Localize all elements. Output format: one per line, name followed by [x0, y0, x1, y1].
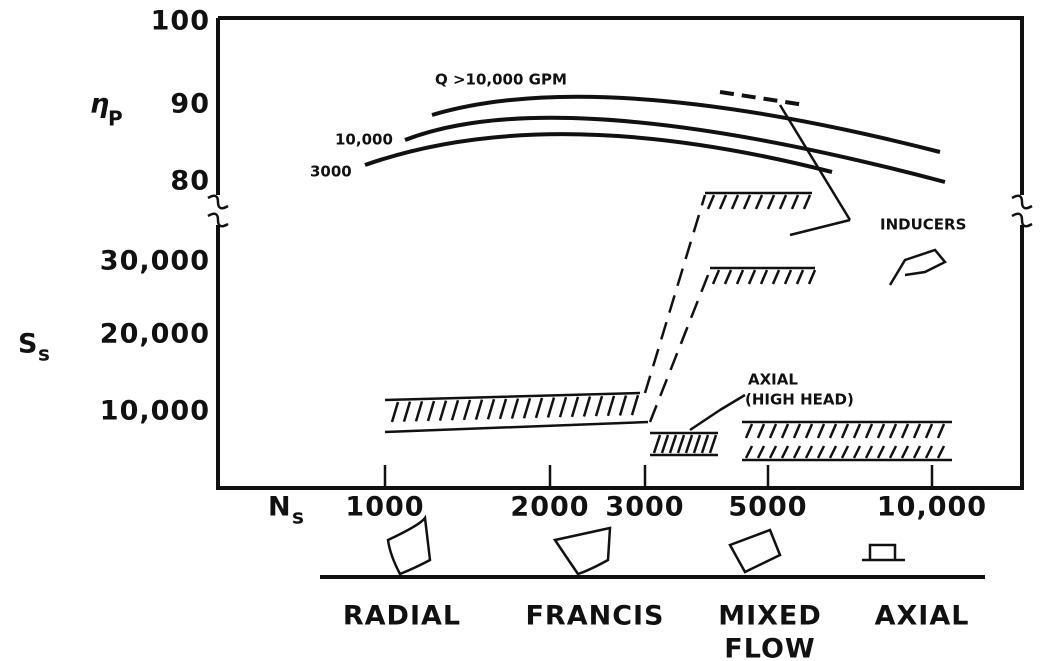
- ns-tick: 1000: [345, 492, 424, 523]
- ns-tick: 3000: [605, 492, 684, 523]
- ns-sub: s: [292, 505, 304, 529]
- hatch: [713, 270, 815, 284]
- annotation: AXIAL: [748, 371, 798, 389]
- ss-sub: s: [38, 342, 50, 366]
- curve-label: Q >10,000 GPM: [435, 71, 567, 89]
- type-label: AXIAL: [875, 601, 970, 632]
- type-label: FRANCIS: [525, 601, 664, 632]
- curve-label: 10,000: [335, 131, 393, 149]
- figure: 100 90 80 30,000 20,000 10,000 η P S s N…: [0, 0, 1042, 661]
- ss-tick: 30,000: [100, 246, 210, 277]
- ns-tick: 2000: [510, 492, 589, 523]
- ns-tick: 10,000: [877, 492, 987, 523]
- hatch: [746, 424, 944, 438]
- type-label: RADIAL: [343, 601, 461, 632]
- ss-tick: 20,000: [100, 319, 210, 350]
- curve-label: 3000: [310, 163, 352, 181]
- hatch: [746, 446, 944, 458]
- eta-sub: P: [108, 107, 123, 131]
- eta-tick: 80: [170, 166, 210, 197]
- ns-tick: 5000: [728, 492, 807, 523]
- eta-tick: 90: [170, 89, 210, 120]
- ss-tick: 10,000: [100, 396, 210, 427]
- type-label: FLOW: [724, 634, 815, 661]
- hatch: [708, 195, 810, 209]
- hatch: [654, 435, 716, 453]
- eta-tick: 100: [151, 6, 210, 37]
- ns-label: N: [268, 492, 292, 523]
- annotation: INDUCERS: [880, 216, 966, 234]
- annotation: (HIGH HEAD): [745, 391, 854, 409]
- type-label: MIXED: [718, 601, 822, 632]
- ss-label: S: [18, 329, 38, 360]
- labels: 100 90 80 30,000 20,000 10,000 η P S s N…: [18, 6, 987, 661]
